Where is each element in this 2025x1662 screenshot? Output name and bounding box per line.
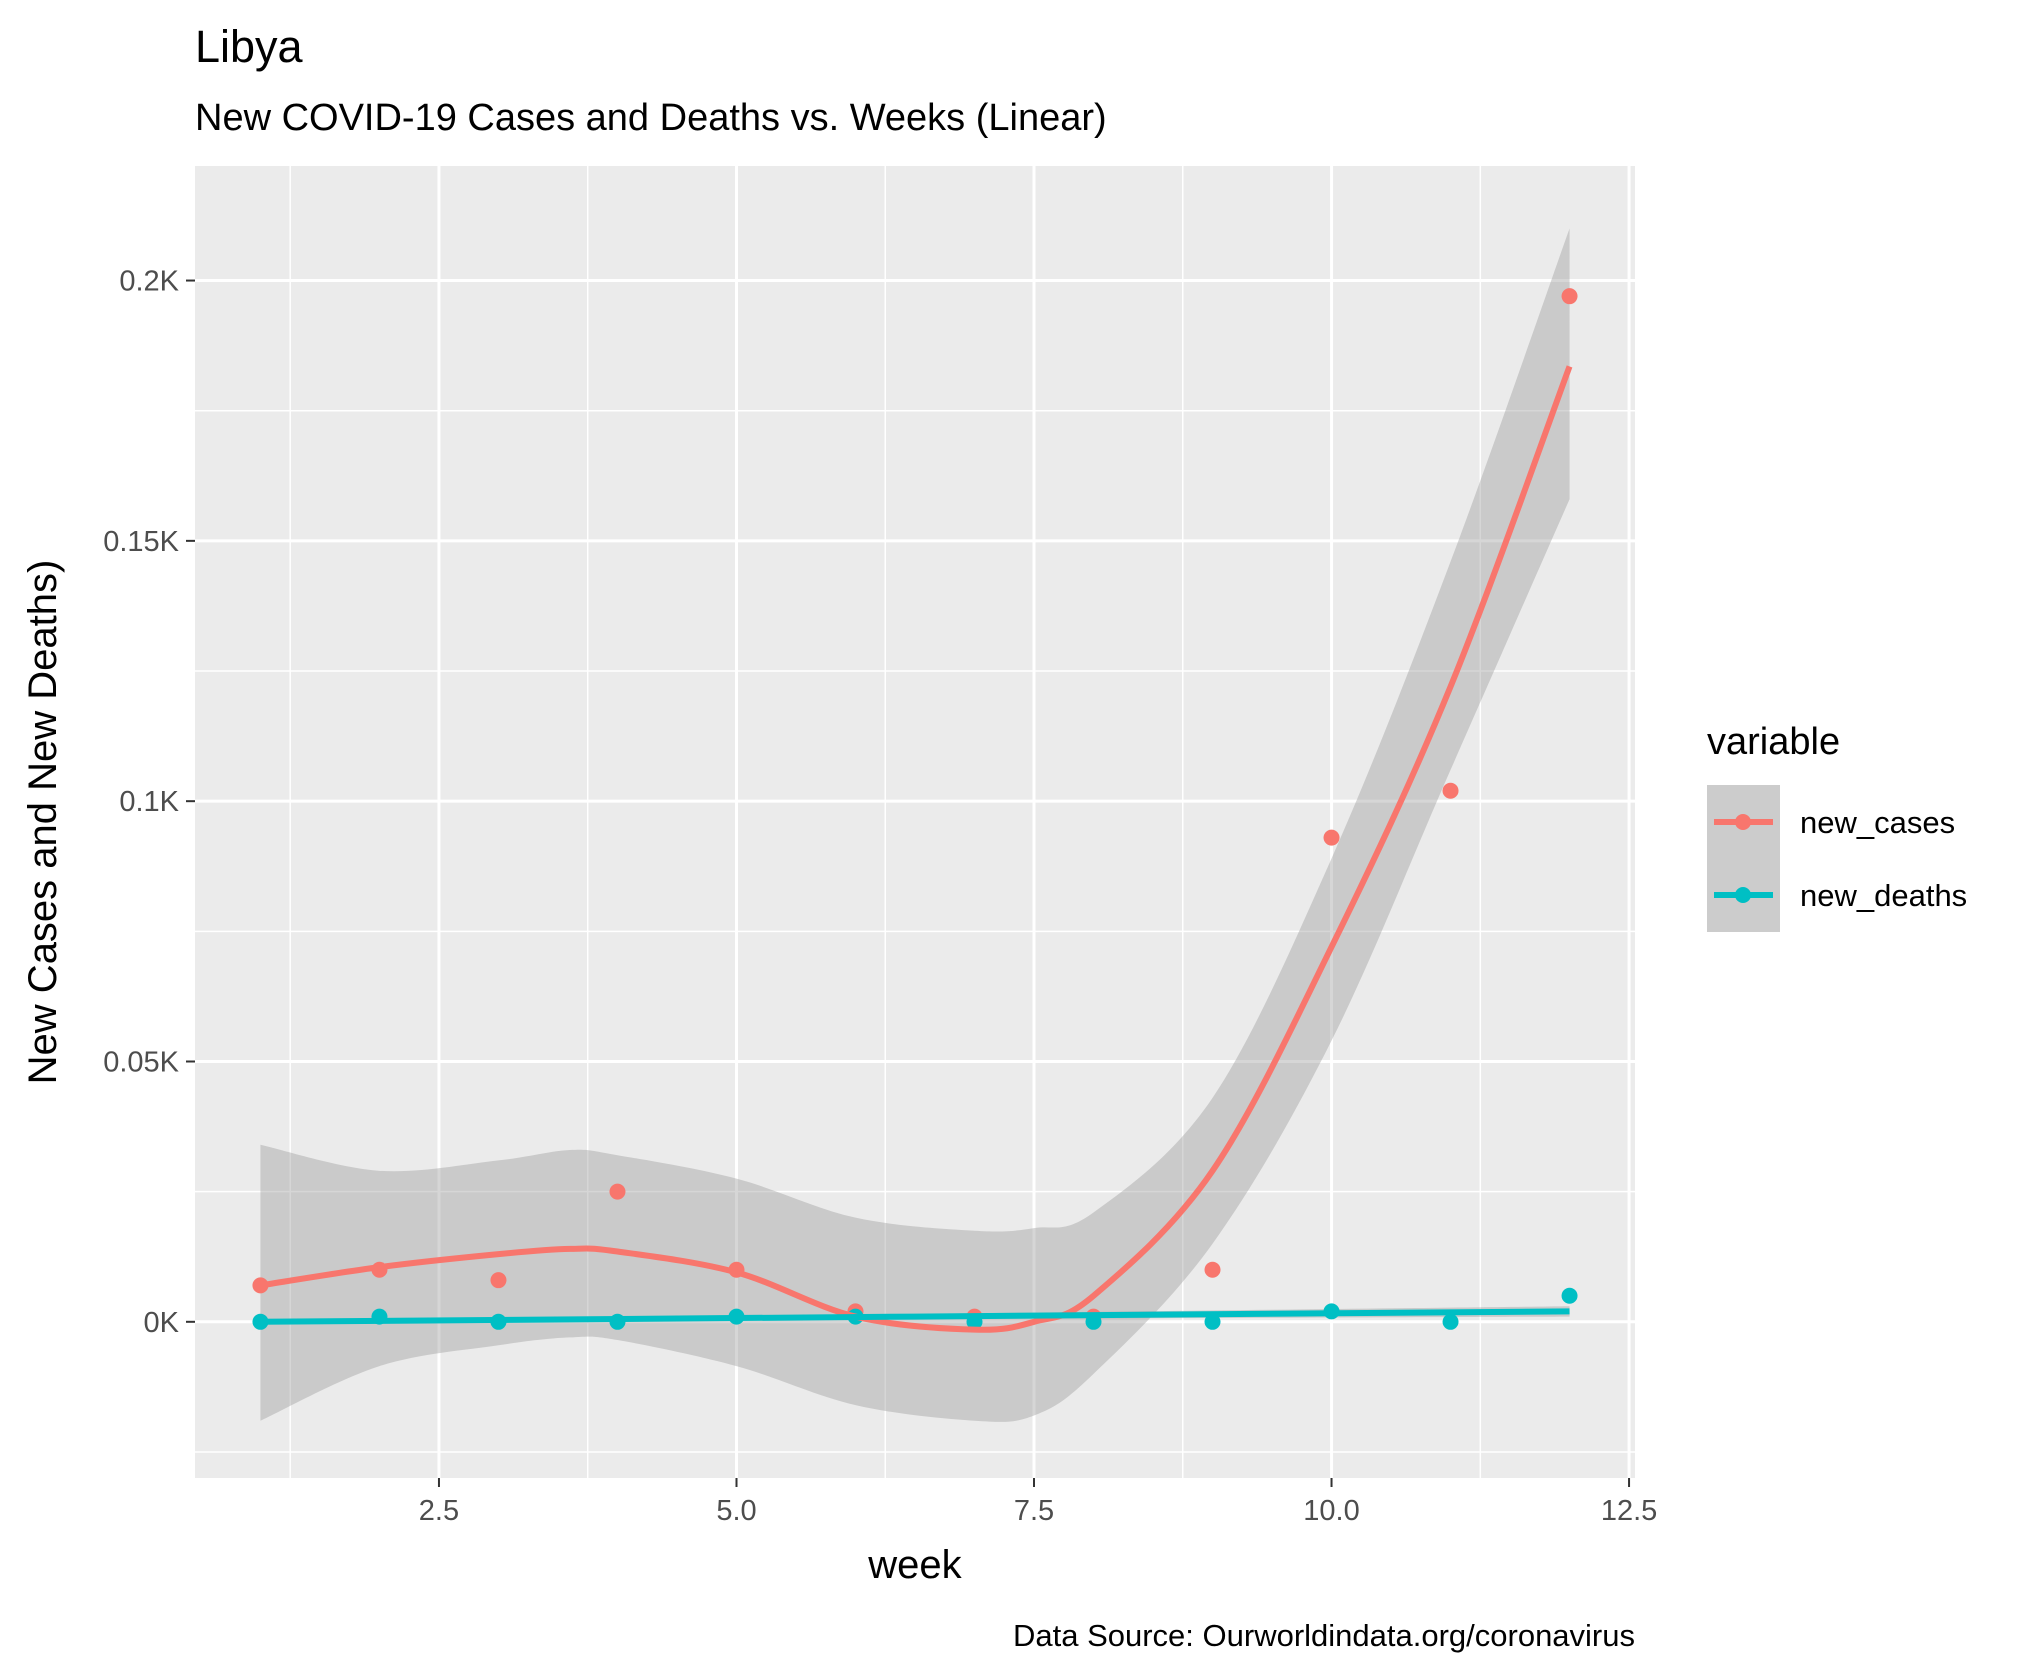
data-point-new_cases	[1561, 288, 1578, 305]
chart-title: Libya	[195, 21, 304, 72]
x-tick-label: 5.0	[716, 1495, 756, 1527]
legend-title: variable	[1707, 721, 1840, 763]
data-point-new_cases	[1323, 829, 1340, 846]
chart-subtitle: New COVID-19 Cases and Deaths vs. Weeks …	[195, 97, 1107, 139]
y-tick-label: 0K	[144, 1307, 180, 1339]
x-axis-title: week	[867, 1543, 962, 1587]
smooth-line-new_cases	[260, 365, 1573, 1333]
data-point-new_cases	[1442, 782, 1459, 799]
legend-key-point-new_deaths	[1735, 887, 1751, 903]
data-point-new_deaths	[1561, 1287, 1578, 1304]
x-tick-label: 12.5	[1601, 1495, 1657, 1527]
y-tick-label: 0.2K	[119, 266, 179, 298]
legend-label-new_deaths: new_deaths	[1800, 878, 1967, 913]
legend-key-point-new_cases	[1735, 814, 1751, 830]
x-tick-label: 10.0	[1303, 1495, 1359, 1527]
legend: variable new_cases new_deaths	[1707, 721, 1967, 932]
y-axis-title: New Cases and New Deaths)	[21, 560, 65, 1085]
data-point-new_cases	[1204, 1261, 1221, 1278]
smooth-lines	[260, 365, 1573, 1333]
minor-gridlines	[195, 166, 1635, 1478]
data-point-new_cases	[490, 1272, 507, 1289]
data-point-new_deaths	[1442, 1313, 1459, 1330]
data-point-new_deaths	[1204, 1313, 1221, 1330]
data-point-new_cases	[609, 1183, 626, 1200]
y-tick-label: 0.05K	[103, 1046, 179, 1078]
y-axis: 0K 0.05K 0.1K 0.15K 0.2K	[103, 266, 195, 1339]
smooth-line-new_deaths	[260, 1308, 1570, 1325]
caption: Data Source: Ourworldindata.org/coronavi…	[1013, 1618, 1635, 1653]
x-tick-label: 2.5	[419, 1495, 459, 1527]
x-tick-label: 7.5	[1014, 1495, 1054, 1527]
x-axis: 2.5 5.0 7.5 10.0 12.5	[419, 1478, 1657, 1527]
y-tick-label: 0.1K	[119, 786, 179, 818]
legend-keys-background	[1707, 785, 1780, 932]
y-tick-label: 0.15K	[103, 526, 179, 558]
legend-label-new_cases: new_cases	[1800, 805, 1955, 840]
